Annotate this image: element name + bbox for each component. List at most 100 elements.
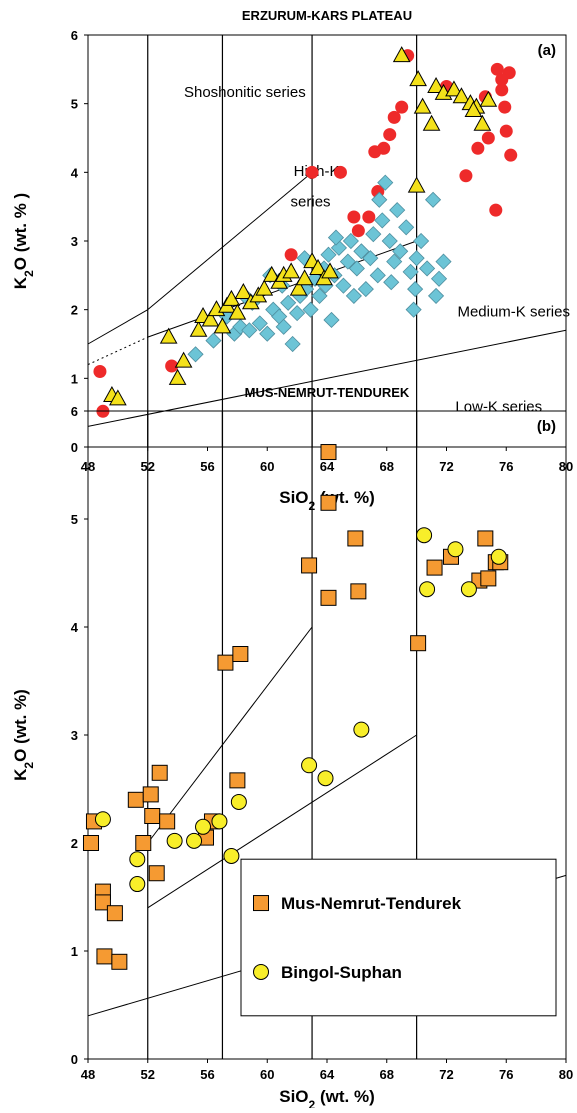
panel-label: (b): [537, 418, 556, 435]
data-point-circle: [419, 581, 436, 598]
x-tick-label: 80: [559, 1067, 573, 1082]
y-tick-label: 4: [71, 620, 79, 635]
data-point-circle: [471, 141, 485, 155]
series-0: [93, 49, 518, 418]
x-tick-label: 68: [380, 459, 394, 474]
data-point-diamond: [389, 202, 406, 219]
y-axis-label-rest: O (wt. %): [11, 689, 30, 762]
y-tick-label: 2: [71, 836, 78, 851]
data-point-circle: [489, 203, 503, 217]
chart-title: MUS-NEMRUT-TENDUREK: [245, 385, 410, 400]
x-tick-label: 60: [260, 459, 274, 474]
legend-box: [240, 858, 557, 1017]
data-point-diamond: [386, 253, 403, 270]
x-tick-label: 68: [380, 1067, 394, 1082]
data-point-diamond: [205, 332, 222, 349]
data-point-diamond: [289, 305, 306, 322]
data-point-diamond: [381, 232, 398, 250]
data-point-circle: [195, 818, 212, 835]
y-axis-label-main: K: [11, 768, 30, 781]
data-point-circle: [416, 527, 433, 544]
data-point-diamond: [402, 263, 419, 280]
data-point-triangle: [452, 87, 471, 104]
data-point-circle: [284, 248, 298, 262]
data-point-square: [148, 865, 165, 882]
data-point-circle: [490, 548, 507, 565]
data-point-circle: [495, 83, 509, 97]
data-point-triangle: [422, 114, 441, 131]
data-point-circle: [490, 62, 504, 76]
data-point-diamond: [413, 232, 430, 250]
data-point-square: [82, 835, 99, 851]
data-point-diamond: [408, 250, 425, 267]
y-axis-label-sub: 2: [22, 270, 36, 277]
data-point-circle: [305, 165, 319, 179]
data-point-circle: [495, 73, 509, 87]
y-tick-label: 3: [71, 728, 78, 743]
data-point-diamond: [419, 260, 436, 277]
data-point-diamond: [430, 270, 448, 287]
data-point-triangle: [427, 76, 445, 93]
data-point-diamond: [280, 294, 297, 311]
data-point-square: [217, 654, 234, 671]
data-point-circle: [93, 364, 107, 378]
data-point-circle: [499, 124, 513, 138]
series-region-label: Medium-K series: [457, 304, 570, 321]
data-point-circle: [498, 100, 512, 114]
data-point-diamond: [365, 226, 382, 243]
legend: Mus-Nemrut-Tendurek Bingol-Suphan: [240, 858, 557, 1017]
data-point-circle: [129, 851, 146, 868]
x-tick-label: 72: [439, 459, 453, 474]
data-point-square: [426, 559, 443, 576]
series-1: [94, 527, 507, 893]
data-point-diamond: [251, 315, 268, 332]
series-region-label: Shoshonitic series: [184, 84, 306, 101]
y-tick-label: 6: [71, 404, 78, 419]
data-point-triangle: [409, 70, 427, 87]
data-point-triangle: [174, 351, 193, 368]
data-point-circle: [211, 813, 228, 830]
data-point-diamond: [398, 219, 415, 236]
data-point-triangle: [321, 262, 339, 279]
data-point-circle: [362, 210, 376, 224]
data-point-diamond: [327, 229, 345, 246]
data-point-triangle: [295, 269, 314, 286]
y-tick-label: 5: [71, 512, 78, 527]
data-point-square: [144, 808, 161, 824]
x-tick-label: 72: [439, 1067, 453, 1082]
data-point-square: [96, 948, 113, 965]
series-boundary-line-medium-high: [87, 336, 148, 366]
data-point-triangle: [407, 176, 426, 193]
data-point-triangle: [413, 97, 432, 114]
data-point-circle: [129, 876, 146, 893]
data-point-square: [347, 530, 364, 547]
data-point-circle: [166, 832, 183, 849]
x-tick-label: 48: [81, 1067, 95, 1082]
data-point-diamond: [357, 281, 374, 298]
data-point-diamond: [369, 267, 386, 284]
data-point-square: [477, 530, 494, 547]
x-axis-label: SiO2 (wt. %): [279, 1087, 374, 1108]
y-axis-label: K2O (wt. % ): [11, 193, 36, 289]
data-point-diamond: [377, 174, 394, 191]
series-region-label: Low-K series: [455, 398, 542, 415]
data-point-triangle: [213, 317, 232, 334]
data-point-diamond: [435, 253, 452, 270]
series-boundary-line-high-shoshonitic: [147, 171, 313, 311]
series-boundary-line-high-shoshonitic: [147, 626, 313, 844]
y-axis-label: K2O (wt. %): [11, 689, 36, 781]
x-axis-label-rest: (wt. %): [315, 1087, 375, 1106]
data-point-square: [159, 813, 176, 830]
y-tick-label: 6: [71, 28, 78, 43]
data-point-diamond: [187, 346, 204, 363]
y-tick-label: 3: [71, 234, 78, 249]
x-tick-label: 56: [200, 1067, 214, 1082]
data-point-diamond: [259, 325, 276, 342]
y-tick-label: 4: [71, 165, 79, 180]
data-point-diamond: [323, 311, 340, 329]
data-point-triangle: [473, 114, 492, 131]
y-tick-label: 0: [71, 440, 78, 455]
data-point-diamond: [383, 274, 400, 291]
